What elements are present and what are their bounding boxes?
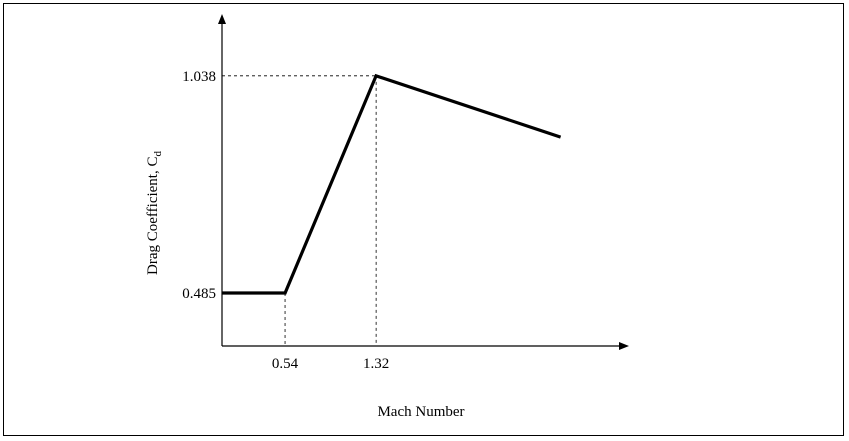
- y-tick-label: 0.485: [182, 286, 216, 302]
- y-tick-labels: 0.485 1.038: [182, 69, 216, 302]
- y-axis-label-subscript: d: [152, 151, 164, 157]
- figure-frame: [3, 3, 844, 436]
- x-tick-label: 0.54: [272, 356, 299, 372]
- x-tick-label: 1.32: [363, 356, 389, 372]
- drag-coefficient-series-line: [222, 73, 562, 295]
- x-axis-arrowhead: [619, 342, 629, 350]
- y-tick-label: 1.038: [182, 69, 216, 85]
- x-axis-label: Mach Number: [377, 404, 464, 420]
- reference-lines: [222, 75, 377, 346]
- y-axis-arrowhead: [218, 14, 226, 24]
- x-tick-labels: 0.54 1.32: [272, 356, 389, 372]
- y-axis-label-main: Drag Coefficient, C: [145, 157, 161, 275]
- y-axis-label: Drag Coefficient, Cd: [145, 151, 164, 275]
